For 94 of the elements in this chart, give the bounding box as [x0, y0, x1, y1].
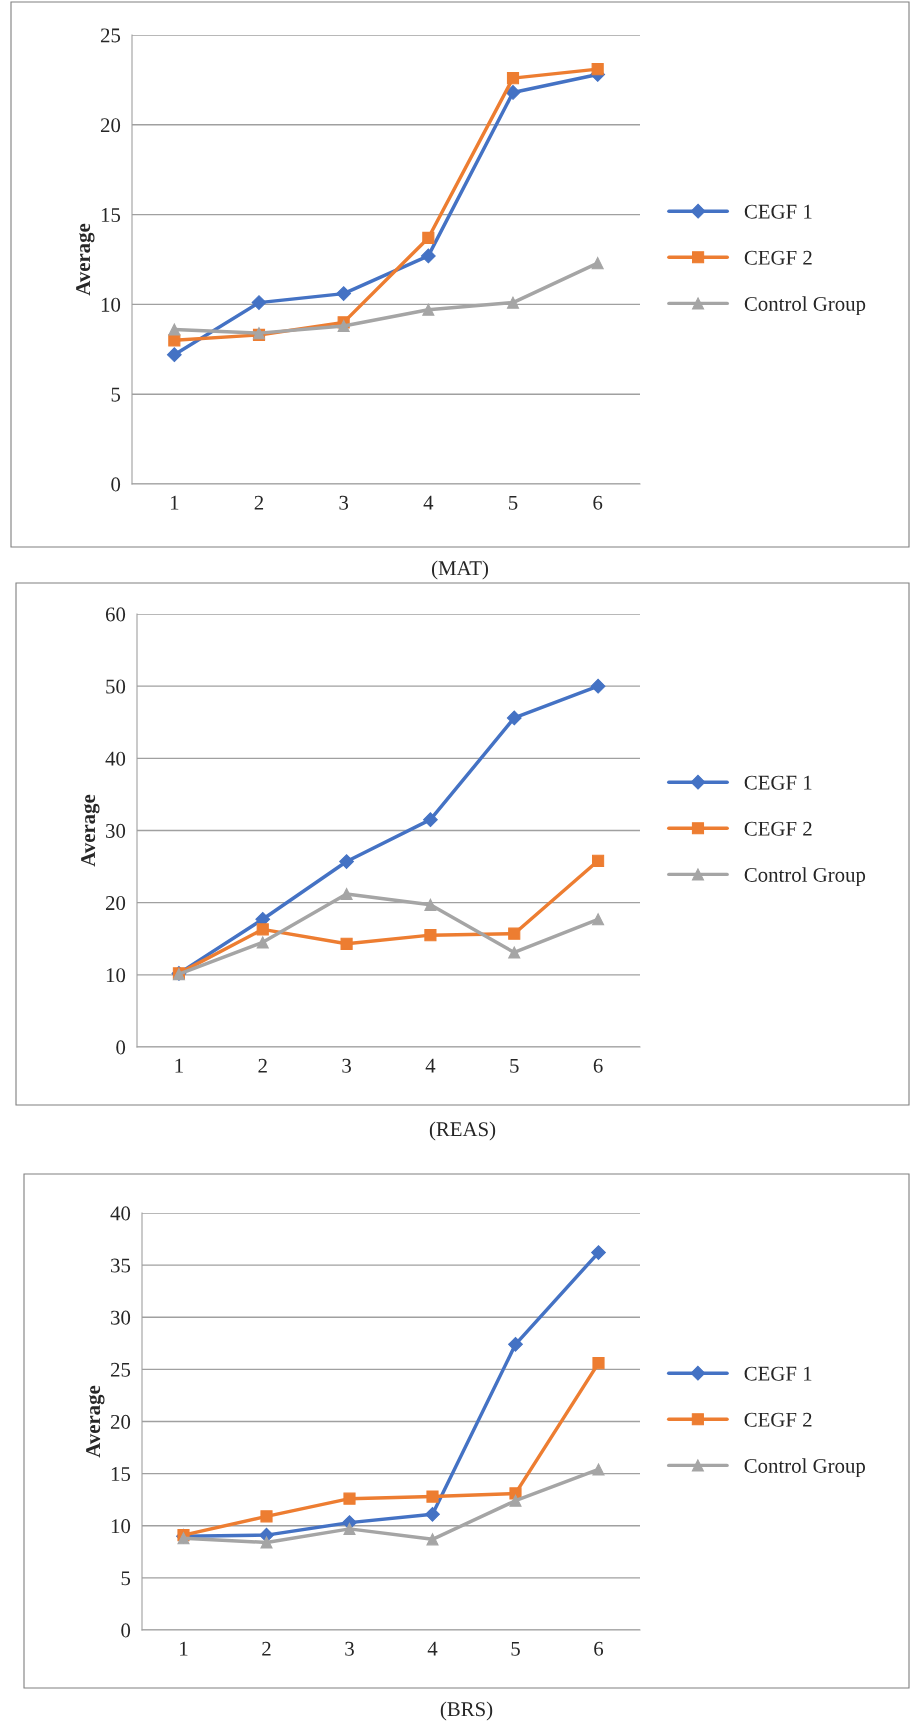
point	[337, 319, 350, 333]
legend-label: CEGF 1	[744, 204, 812, 219]
legend-label: CEGF 1	[744, 775, 812, 790]
x-tick-label: 2	[254, 495, 264, 510]
y-tick-label: 20	[100, 118, 121, 133]
point	[508, 927, 521, 940]
point	[508, 1336, 523, 1352]
legend-label: Control Group	[744, 1458, 865, 1478]
point	[166, 347, 182, 363]
x-tick-label: 6	[593, 1058, 603, 1073]
y-tick-label: 10	[106, 968, 126, 983]
point	[591, 63, 604, 76]
x-tick-label: 4	[423, 495, 434, 510]
y-tick-label: 25	[110, 1362, 131, 1377]
point	[590, 678, 606, 694]
point	[340, 937, 353, 950]
y-tick-label: 20	[110, 1414, 131, 1429]
x-tick-label: 4	[425, 1058, 436, 1073]
legend-label: Control Group	[744, 296, 866, 316]
x-tick-label: 1	[175, 1058, 183, 1073]
legend-label: CEGF 2	[744, 821, 812, 836]
text: (MAT)	[431, 560, 489, 580]
point	[505, 85, 521, 100]
y-tick-label: 0	[116, 1040, 126, 1055]
y-tick-label: 5	[121, 1571, 131, 1586]
point	[343, 1492, 356, 1505]
text: (REAS)	[429, 1121, 496, 1141]
point	[426, 1490, 439, 1503]
x-tick-label: 5	[509, 495, 518, 510]
x-tick-label: 4	[427, 1641, 438, 1656]
point	[256, 936, 269, 949]
x-tick-label: 5	[510, 1058, 519, 1073]
y-tick-label: 20	[105, 896, 126, 911]
point	[592, 1463, 605, 1476]
y-tick-label: 0	[111, 477, 121, 492]
point	[168, 323, 181, 336]
point	[591, 257, 604, 270]
x-tick-label: 6	[594, 1641, 604, 1656]
y-axis-title: Average	[81, 794, 100, 867]
x-tick-label: 5	[511, 1641, 520, 1656]
y-tick-label: 60	[105, 607, 126, 622]
y-tick-label: 0	[121, 1623, 131, 1638]
point	[260, 1536, 273, 1549]
point	[592, 913, 605, 926]
point	[506, 72, 520, 85]
y-axis-title: Average	[86, 1385, 105, 1458]
x-tick-label: 2	[262, 1641, 271, 1656]
point	[260, 1510, 273, 1523]
point	[425, 1506, 440, 1522]
y-tick-label: 40	[105, 751, 126, 766]
point	[343, 1522, 356, 1535]
point	[251, 295, 267, 310]
point	[509, 1494, 522, 1507]
point	[340, 887, 353, 901]
legend-label: CEGF 2	[744, 250, 812, 265]
y-axis-title: Average	[76, 223, 95, 296]
point	[508, 946, 521, 959]
x-tick-label: 3	[342, 1058, 351, 1073]
point	[336, 286, 352, 302]
y-tick-label: 30	[106, 823, 126, 838]
point	[592, 854, 605, 867]
y-tick-label: 15	[111, 1467, 131, 1482]
x-tick-label: 3	[345, 1641, 354, 1656]
point	[420, 248, 436, 264]
legend-label: CEGF 1	[744, 1366, 812, 1381]
x-tick-label: 2	[258, 1058, 267, 1073]
y-tick-label: 30	[111, 1310, 131, 1325]
point	[422, 303, 435, 316]
point	[506, 710, 522, 726]
point	[256, 923, 269, 936]
y-tick-label: 35	[111, 1258, 131, 1273]
legend-label: Control Group	[744, 867, 866, 887]
point	[423, 812, 438, 828]
point	[592, 1357, 605, 1370]
point	[424, 898, 437, 911]
y-tick-label: 15	[101, 208, 121, 223]
y-tick-label: 10	[101, 297, 121, 312]
point	[339, 854, 354, 869]
x-tick-label: 1	[180, 1641, 188, 1656]
x-tick-label: 1	[170, 495, 179, 510]
y-tick-label: 25	[100, 28, 121, 43]
y-tick-label: 5	[111, 387, 121, 402]
text: (BRS)	[440, 1701, 493, 1721]
point	[422, 231, 435, 245]
x-tick-label: 3	[339, 495, 349, 510]
y-tick-label: 40	[110, 1206, 131, 1221]
point	[506, 296, 520, 309]
point	[424, 929, 437, 942]
point	[591, 1245, 606, 1261]
x-tick-label: 6	[593, 495, 603, 510]
y-tick-label: 50	[106, 679, 126, 694]
y-tick-label: 10	[111, 1519, 131, 1534]
point	[426, 1533, 439, 1546]
legend-label: CEGF 2	[744, 1412, 812, 1427]
